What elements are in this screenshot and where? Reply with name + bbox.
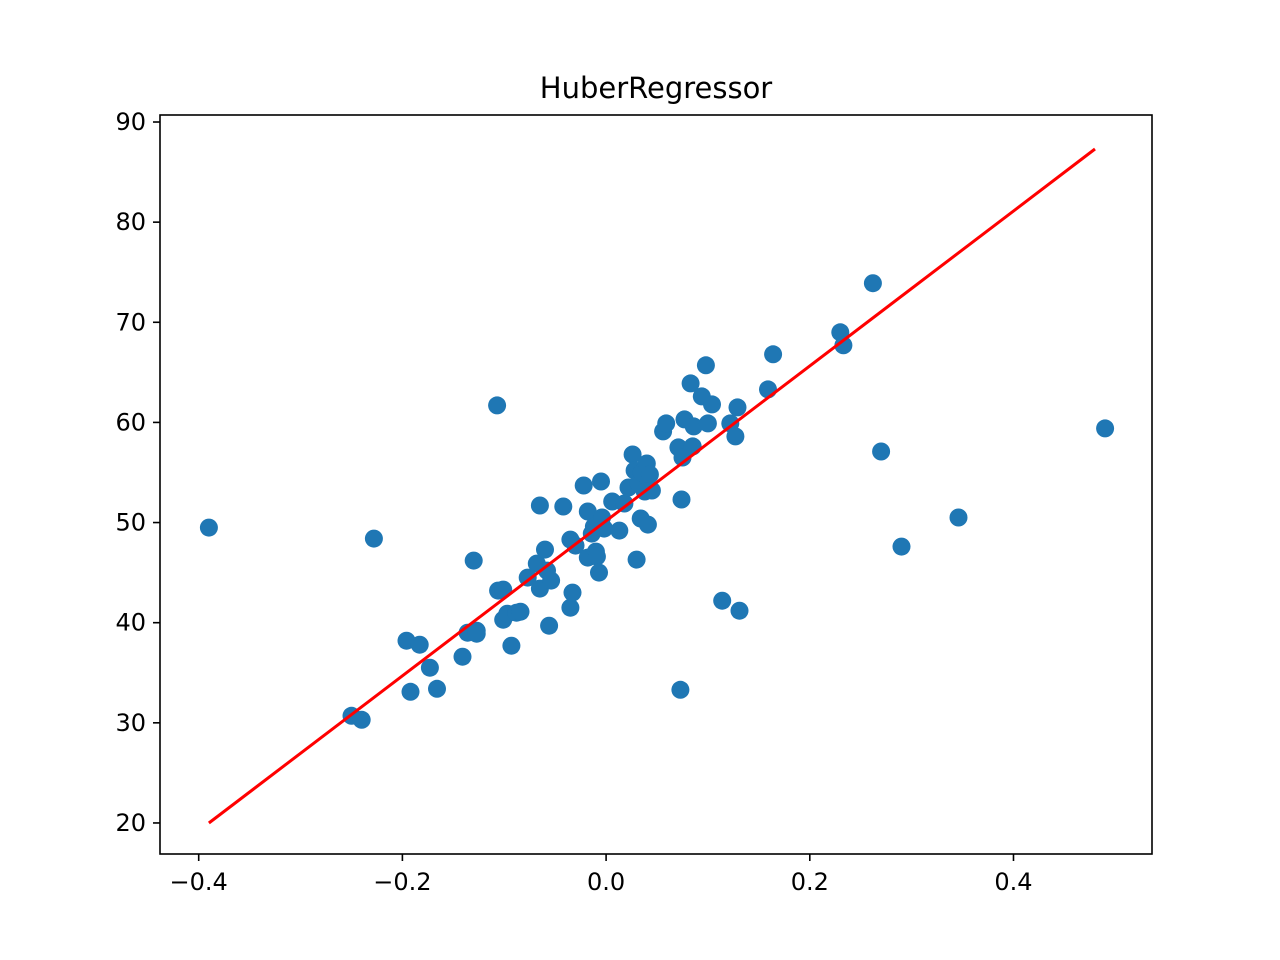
scatter-point bbox=[578, 502, 597, 521]
scatter-point bbox=[542, 571, 561, 590]
scatter-point bbox=[657, 414, 676, 433]
scatter-point bbox=[683, 437, 702, 456]
scatter-point bbox=[623, 445, 642, 464]
scatter-point bbox=[640, 465, 659, 484]
chart-title: HuberRegressor bbox=[540, 71, 773, 105]
scatter-point bbox=[352, 710, 371, 729]
scatter-point bbox=[764, 345, 783, 364]
x-tick-label: 0.4 bbox=[994, 868, 1032, 896]
scatter-point bbox=[698, 414, 717, 433]
scatter-point bbox=[642, 481, 661, 500]
scatter-point bbox=[703, 395, 721, 414]
regression-line bbox=[207, 147, 1096, 825]
y-tick-label: 40 bbox=[115, 609, 146, 637]
y-tick-label: 90 bbox=[115, 108, 146, 136]
x-tick-label: −0.2 bbox=[373, 868, 431, 896]
x-axis: −0.4 −0.2 0.0 0.2 0.4 bbox=[170, 854, 1033, 896]
y-tick-label: 50 bbox=[115, 509, 146, 537]
scatter-point bbox=[684, 417, 703, 436]
scatter-point bbox=[726, 427, 745, 446]
scatter-point bbox=[590, 563, 608, 582]
scatter-point bbox=[511, 602, 530, 621]
y-axis: 20 30 40 50 60 70 80 90 bbox=[115, 108, 160, 837]
y-tick-label: 80 bbox=[115, 208, 146, 236]
scatter-point bbox=[467, 624, 486, 643]
scatter-point bbox=[730, 601, 749, 620]
scatter-point bbox=[1096, 419, 1115, 438]
scatter-point bbox=[410, 635, 429, 654]
scatter-point bbox=[563, 583, 582, 602]
scatter-point bbox=[540, 616, 559, 635]
scatter-point bbox=[949, 508, 968, 527]
x-tick-label: 0.0 bbox=[587, 868, 625, 896]
scatter-point bbox=[428, 679, 446, 698]
scatter-point bbox=[728, 398, 747, 417]
scatter-point bbox=[892, 537, 911, 556]
scatter-point bbox=[453, 647, 472, 666]
scatter-point bbox=[420, 658, 439, 677]
scatter-point bbox=[759, 380, 777, 399]
scatter-point bbox=[488, 396, 507, 415]
scatter-point bbox=[672, 490, 691, 509]
y-tick-label: 30 bbox=[115, 709, 146, 737]
scatter-point bbox=[574, 476, 593, 495]
scatter-point bbox=[464, 551, 483, 570]
scatter-point bbox=[872, 442, 891, 461]
scatter-point bbox=[681, 374, 700, 393]
scatter-point bbox=[199, 518, 218, 537]
scatter-point bbox=[638, 515, 657, 534]
scatter-point bbox=[502, 636, 521, 655]
axes-frame bbox=[159, 114, 1153, 855]
scatter-point bbox=[610, 521, 629, 540]
scatter-point bbox=[364, 529, 383, 548]
scatter-point bbox=[561, 598, 580, 617]
scatter-point bbox=[536, 540, 554, 559]
scatter-point bbox=[834, 336, 853, 355]
scatter-point bbox=[863, 274, 882, 293]
x-tick-label: 0.2 bbox=[791, 868, 829, 896]
scatter-point bbox=[615, 494, 634, 513]
scatter-point bbox=[592, 472, 610, 491]
data-marks bbox=[199, 147, 1115, 825]
scatter-point bbox=[671, 680, 690, 699]
scatter-point bbox=[627, 550, 646, 569]
y-tick-label: 70 bbox=[115, 308, 146, 336]
scatter-point bbox=[401, 682, 420, 701]
scatter-point bbox=[696, 356, 715, 375]
y-tick-label: 20 bbox=[115, 809, 146, 837]
scatter-point bbox=[530, 496, 549, 515]
scatter-point bbox=[587, 547, 606, 566]
x-tick-label: −0.4 bbox=[170, 868, 228, 896]
scatter-point bbox=[554, 497, 573, 516]
y-tick-label: 60 bbox=[115, 408, 146, 436]
scatter-point bbox=[713, 591, 732, 610]
